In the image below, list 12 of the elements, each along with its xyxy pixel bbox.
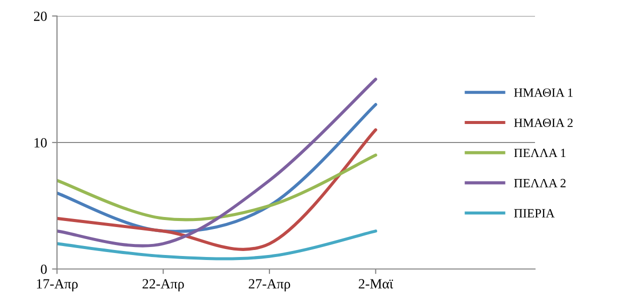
legend-label: ΗΜΑΘΙΑ 1 — [514, 88, 573, 97]
legend-label: ΠΕΛΛΑ 2 — [514, 178, 566, 188]
x-tick-label: 17-Απρ — [36, 279, 78, 292]
x-tick-label: 22-Απρ — [142, 279, 184, 292]
legend-label: ΠΕΛΛΑ 1 — [514, 148, 566, 158]
legend-label: ΠΙΕΡΙΑ — [514, 209, 555, 218]
y-tick-label: 10 — [34, 138, 47, 148]
x-tick-label: 2-Μαϊ — [358, 279, 394, 288]
x-tick-label: 27-Απρ — [248, 279, 290, 292]
y-tick-label: 0 — [40, 264, 47, 274]
y-tick-label: 20 — [34, 12, 47, 21]
legend-label: ΗΜΑΘΙΑ 2 — [514, 118, 573, 128]
